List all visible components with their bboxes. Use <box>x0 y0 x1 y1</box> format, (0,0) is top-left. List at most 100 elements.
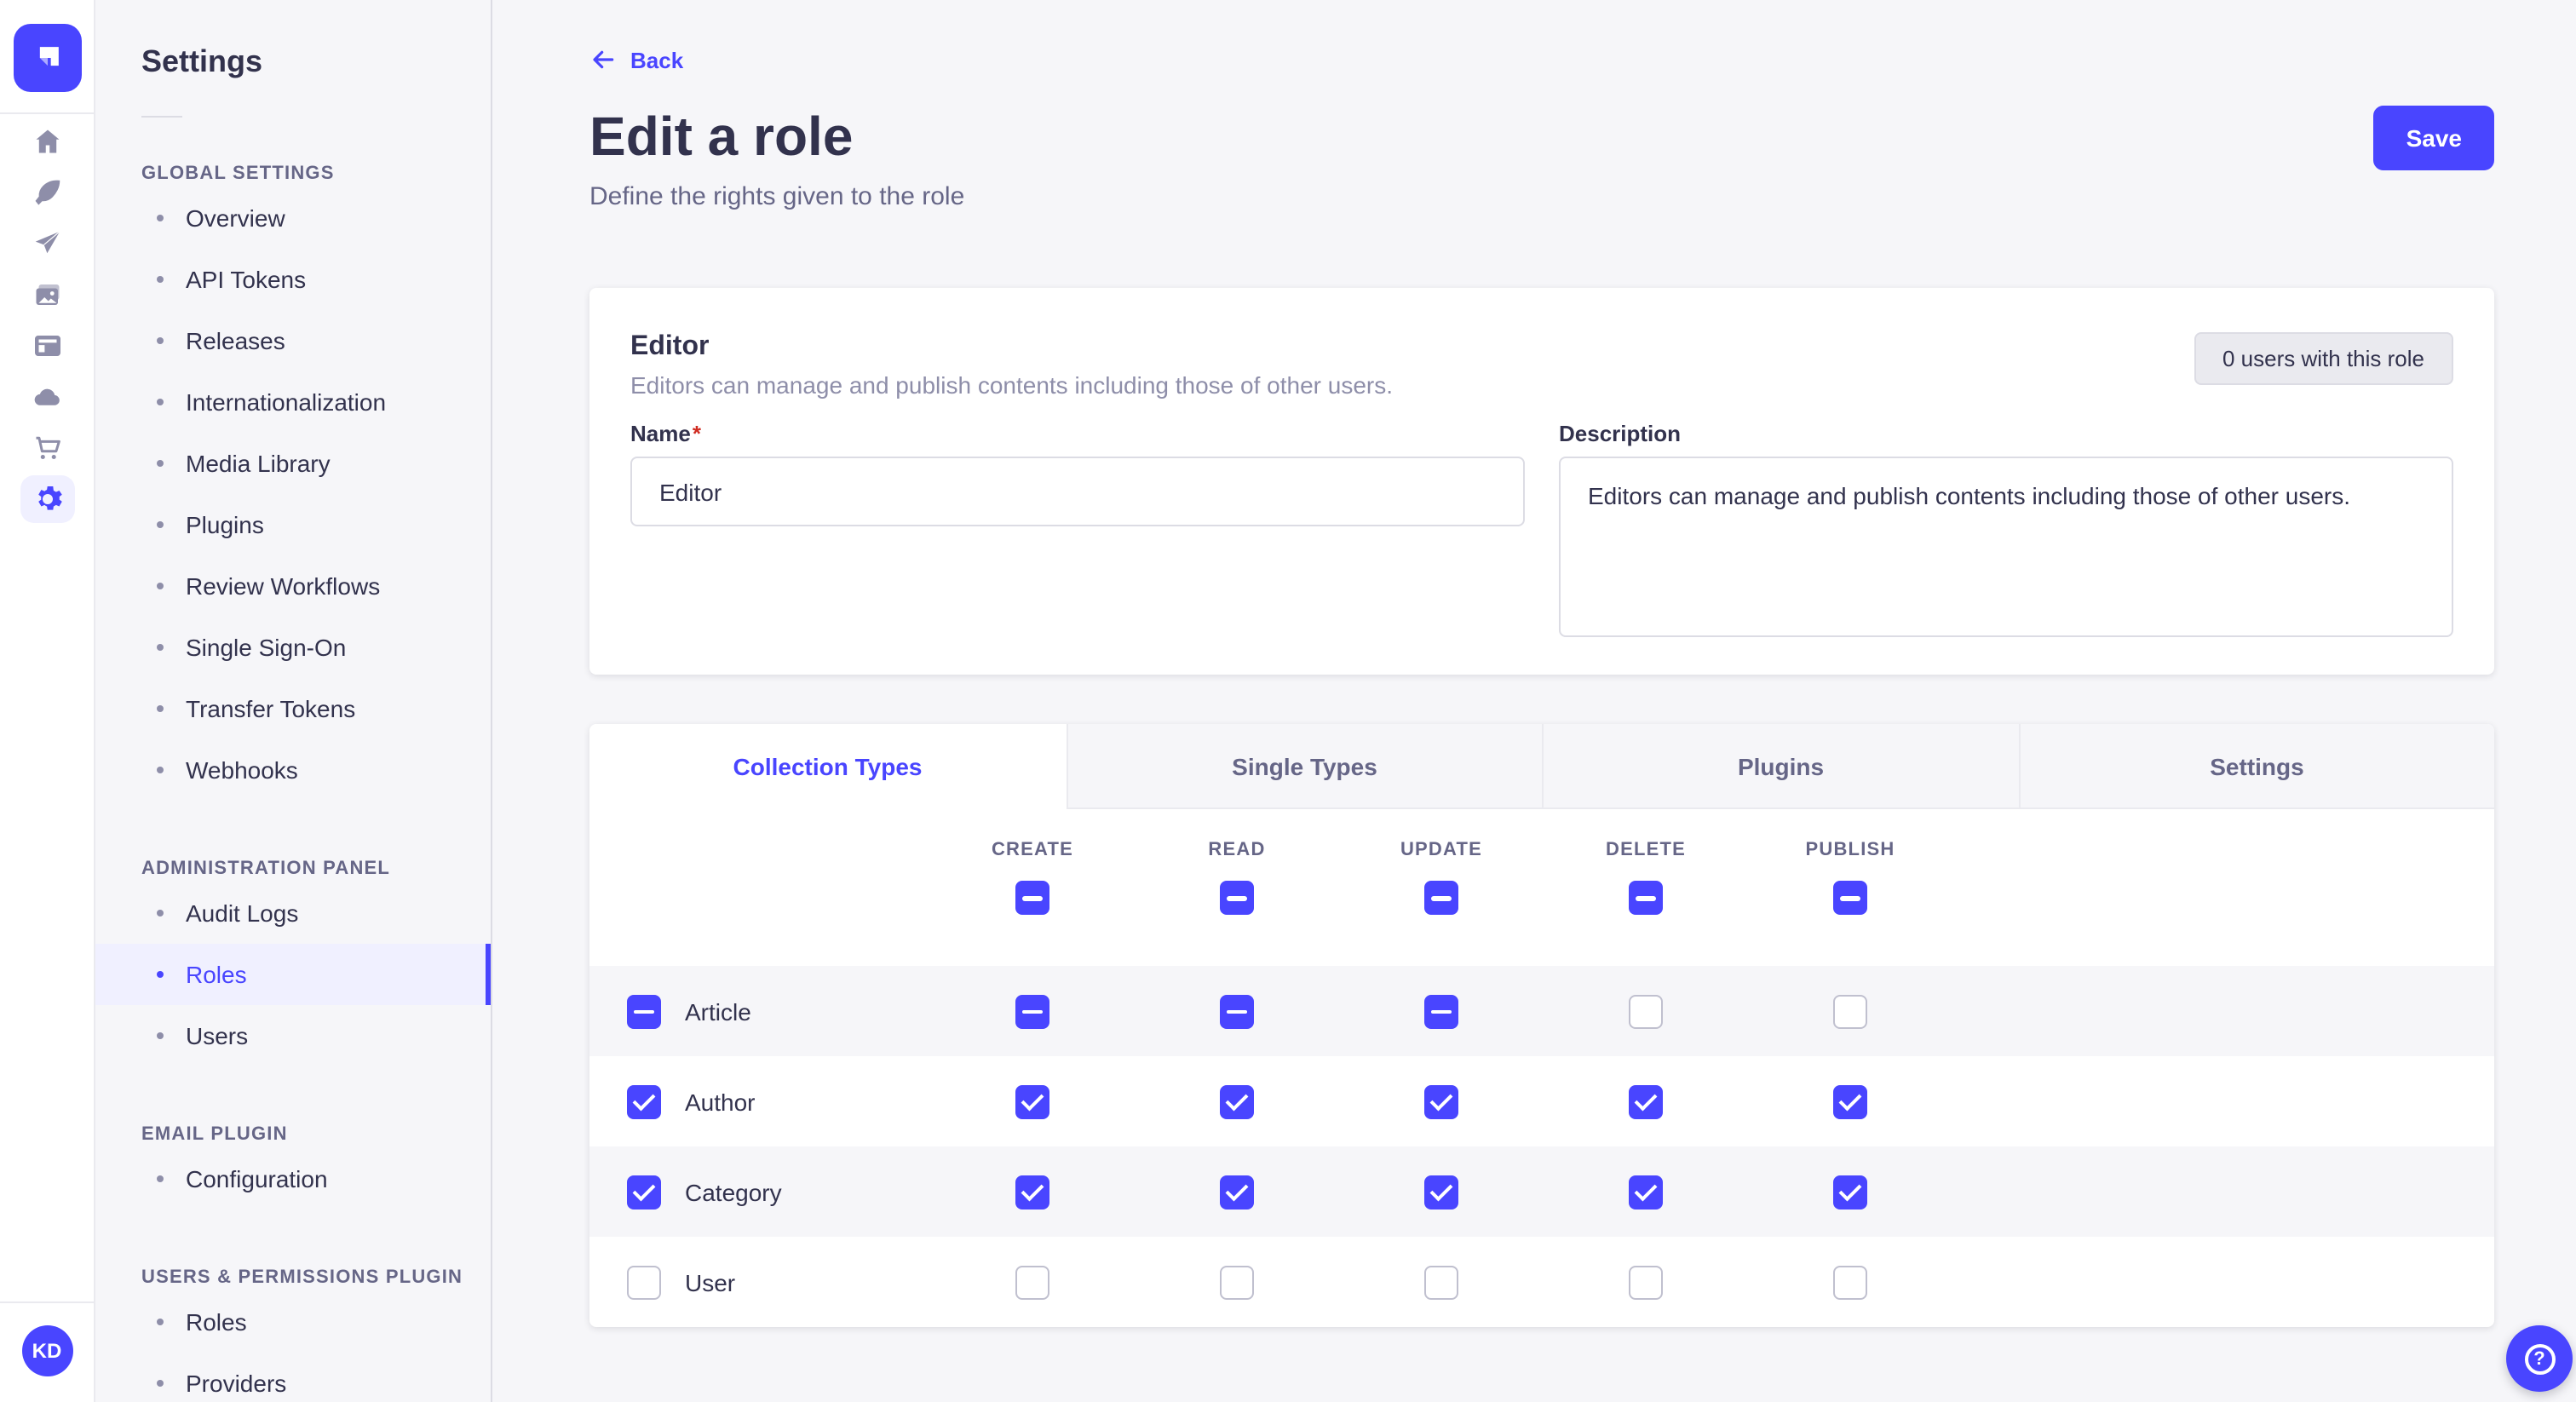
nav-gear-icon[interactable] <box>20 475 74 523</box>
checkbox-cell <box>1135 1265 1339 1299</box>
help-button[interactable]: ? <box>2506 1325 2573 1392</box>
user-select-all-checkbox[interactable] <box>627 1265 661 1299</box>
sidebar-item-roles[interactable]: Roles <box>95 944 491 1005</box>
checkbox-cell <box>1135 1084 1339 1118</box>
question-mark-icon: ? <box>2524 1343 2555 1374</box>
article-read-checkbox[interactable] <box>1220 994 1254 1028</box>
select-all-publish-checkbox[interactable] <box>1833 881 1867 915</box>
row-label: User <box>685 1268 736 1296</box>
sidebar-item-label: Media Library <box>186 450 331 477</box>
nav-cloud-icon[interactable] <box>32 382 62 412</box>
row-label: Author <box>685 1088 756 1115</box>
category-read-checkbox[interactable] <box>1220 1175 1254 1209</box>
sidebar-item-roles[interactable]: Roles <box>95 1291 491 1353</box>
role-details-card: Editor Editors can manage and publish co… <box>589 288 2494 675</box>
sidebar-sections: GLOBAL SETTINGS Overview API Tokens Release… <box>95 164 491 1402</box>
sidebar-item-label: Webhooks <box>186 756 298 784</box>
article-delete-checkbox[interactable] <box>1629 994 1663 1028</box>
rail-user-area: KD <box>0 1301 94 1402</box>
permissions-card: Collection Types Single Types Plugins Setti… <box>589 724 2494 1327</box>
tab-plugins[interactable]: Plugins <box>1542 724 2018 809</box>
sidebar-item-webhooks[interactable]: Webhooks <box>95 739 491 801</box>
checkbox-cell <box>1339 994 1544 1028</box>
sidebar-item-review-workflows[interactable]: Review Workflows <box>95 555 491 617</box>
nav-feather-icon[interactable] <box>32 177 62 208</box>
tab-collection-types[interactable]: Collection Types <box>589 724 1066 809</box>
sidebar-item-label: Providers <box>186 1370 287 1397</box>
sidebar-item-label: Users <box>186 1022 249 1049</box>
sidebar-section: GLOBAL SETTINGS Overview API Tokens Release… <box>95 164 491 801</box>
sidebar-section-label: ADMINISTRATION PANEL <box>141 859 391 879</box>
sidebar-item-providers[interactable]: Providers <box>95 1353 491 1402</box>
user-update-checkbox[interactable] <box>1424 1265 1458 1299</box>
role-name-heading: Editor <box>630 332 710 361</box>
back-link[interactable]: Back <box>589 46 683 73</box>
article-update-checkbox[interactable] <box>1424 994 1458 1028</box>
checkbox-cell <box>1544 881 1748 915</box>
column-label-publish: PUBLISH <box>1805 840 1895 860</box>
author-update-checkbox[interactable] <box>1424 1084 1458 1118</box>
select-all-update-checkbox[interactable] <box>1424 881 1458 915</box>
sidebar-item-label: Roles <box>186 961 247 988</box>
checkbox-cell <box>1748 994 1952 1028</box>
sidebar-item-configuration[interactable]: Configuration <box>95 1148 491 1210</box>
category-select-all-checkbox[interactable] <box>627 1175 661 1209</box>
article-publish-checkbox[interactable] <box>1833 994 1867 1028</box>
avatar[interactable]: KD <box>21 1325 72 1376</box>
tab-settings[interactable]: Settings <box>2018 724 2494 809</box>
select-all-create-checkbox[interactable] <box>1015 881 1049 915</box>
nav-paper-plane-icon[interactable] <box>32 228 62 259</box>
sidebar-item-media-library[interactable]: Media Library <box>95 433 491 494</box>
select-all-read-checkbox[interactable] <box>1220 881 1254 915</box>
back-label: Back <box>630 47 684 72</box>
nav-media-images-icon[interactable] <box>32 279 62 310</box>
sidebar-item-audit-logs[interactable]: Audit Logs <box>95 882 491 944</box>
nav-cart-icon[interactable] <box>32 433 62 463</box>
description-input[interactable]: Editors can manage and publish contents … <box>1559 457 2453 637</box>
sidebar-item-overview[interactable]: Overview <box>95 187 491 249</box>
column-label-update: UPDATE <box>1400 840 1482 860</box>
category-create-checkbox[interactable] <box>1015 1175 1049 1209</box>
author-read-checkbox[interactable] <box>1220 1084 1254 1118</box>
author-select-all-checkbox[interactable] <box>627 1084 661 1118</box>
author-delete-checkbox[interactable] <box>1629 1084 1663 1118</box>
sidebar-item-label: Internationalization <box>186 388 387 416</box>
sidebar-item-label: Configuration <box>186 1165 328 1192</box>
article-select-all-checkbox[interactable] <box>627 994 661 1028</box>
sidebar-item-internationalization[interactable]: Internationalization <box>95 371 491 433</box>
user-create-checkbox[interactable] <box>1015 1265 1049 1299</box>
user-publish-checkbox[interactable] <box>1833 1265 1867 1299</box>
nav-layout-icon[interactable] <box>32 330 62 361</box>
select-all-delete-checkbox[interactable] <box>1629 881 1663 915</box>
sidebar-item-single-sign-on[interactable]: Single Sign-On <box>95 617 491 678</box>
settings-sidebar: Settings GLOBAL SETTINGS Overview API Toke… <box>95 0 492 1402</box>
save-button[interactable]: Save <box>2373 106 2494 170</box>
sidebar-item-api-tokens[interactable]: API Tokens <box>95 249 491 310</box>
author-create-checkbox[interactable] <box>1015 1084 1049 1118</box>
checkbox-cell <box>1135 1175 1339 1209</box>
user-delete-checkbox[interactable] <box>1629 1265 1663 1299</box>
strapi-logo[interactable] <box>13 24 81 92</box>
sidebar-item-transfer-tokens[interactable]: Transfer Tokens <box>95 678 491 739</box>
nav-rail: KD <box>0 0 95 1402</box>
title-row: Edit a role Save <box>589 106 2494 170</box>
checkbox-cell <box>1339 1265 1544 1299</box>
category-update-checkbox[interactable] <box>1424 1175 1458 1209</box>
author-publish-checkbox[interactable] <box>1833 1084 1867 1118</box>
bullet-icon <box>157 1380 164 1387</box>
permission-row-author: Author <box>589 1056 2494 1146</box>
checkbox-cell <box>1748 1265 1952 1299</box>
category-publish-checkbox[interactable] <box>1833 1175 1867 1209</box>
checkbox-cell <box>1135 881 1339 915</box>
sidebar-item-users[interactable]: Users <box>95 1005 491 1066</box>
sidebar-item-plugins[interactable]: Plugins <box>95 494 491 555</box>
article-create-checkbox[interactable] <box>1015 994 1049 1028</box>
bullet-icon <box>157 705 164 712</box>
user-read-checkbox[interactable] <box>1220 1265 1254 1299</box>
permission-column-labels: CREATE READ UPDATE DELETE PUBLISH <box>589 840 2494 860</box>
nav-home-icon[interactable] <box>32 126 62 157</box>
name-input[interactable]: Editor <box>630 457 1525 526</box>
category-delete-checkbox[interactable] <box>1629 1175 1663 1209</box>
sidebar-item-releases[interactable]: Releases <box>95 310 491 371</box>
tab-single-types[interactable]: Single Types <box>1066 724 1542 809</box>
